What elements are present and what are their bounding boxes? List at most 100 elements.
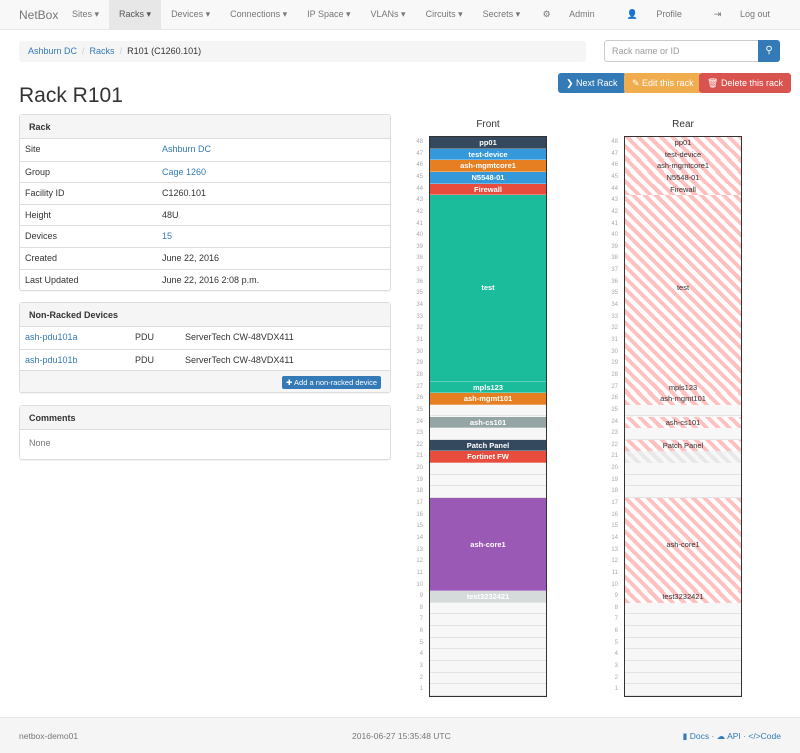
rack-device-rear[interactable]: ash-mgmtcore1: [625, 160, 741, 172]
nav-item-devices[interactable]: Devices ▾: [171, 9, 211, 19]
nav-profile[interactable]: 👤 Profile: [611, 0, 698, 29]
rack-device-rear[interactable]: pp01: [625, 137, 741, 149]
brand-logo[interactable]: NetBox: [19, 8, 59, 22]
nav-log-out[interactable]: ⇥ Log out: [698, 0, 786, 29]
rack-unit-slot[interactable]: [625, 626, 741, 638]
rack-device-front[interactable]: Firewall: [430, 183, 546, 196]
rack-device-rear[interactable]: N5548-01: [625, 171, 741, 184]
search-button[interactable]: ⚲: [758, 40, 780, 62]
rack-device-front[interactable]: mpls123: [430, 381, 546, 394]
nav-admin[interactable]: ⚙ Admin: [527, 0, 611, 29]
unit-number: 46: [611, 162, 618, 169]
device-link[interactable]: ash-pdu101b: [25, 354, 78, 365]
next-rack-button[interactable]: ❯ Next Rack: [558, 73, 626, 93]
rack-unit-slot[interactable]: [430, 673, 546, 685]
rack-unit-slot[interactable]: [430, 463, 546, 475]
rack-unit-slot[interactable]: [430, 649, 546, 662]
comments-body: None: [29, 438, 51, 448]
breadcrumb-site[interactable]: Ashburn DC: [28, 46, 78, 56]
rack-unit-slot[interactable]: [430, 684, 546, 696]
rack-device-rear[interactable]: mpls123: [625, 381, 741, 394]
breadcrumb-racks[interactable]: Racks: [89, 46, 115, 56]
rack-device-rear[interactable]: ash-cs101: [625, 416, 741, 429]
rack-device-rear[interactable]: test3232421: [625, 591, 741, 603]
rack-unit-slot[interactable]: [625, 405, 741, 417]
api-link[interactable]: ☁ API: [717, 731, 741, 741]
unit-number: 10: [416, 581, 423, 588]
rack-unit-slot[interactable]: [625, 475, 741, 487]
delete-rack-button[interactable]: 🗑 Delete this rack: [699, 73, 791, 93]
rack-unit-slot[interactable]: [430, 405, 546, 417]
rack-unit-slot[interactable]: [430, 486, 546, 499]
rack-device-rear[interactable]: ash-core1: [625, 498, 741, 592]
rack-device-front[interactable]: ash-mgmt101: [430, 393, 546, 405]
rack-unit-slot[interactable]: [625, 673, 741, 685]
attr-value[interactable]: Cage 1260: [162, 166, 207, 177]
rack-device-front[interactable]: test3232421: [430, 591, 546, 603]
nav-item-vlans[interactable]: VLANs ▾: [370, 9, 406, 19]
attr-value: C1260.101: [162, 188, 207, 199]
unit-number: 27: [416, 383, 423, 390]
rack-device-front[interactable]: test: [430, 195, 546, 382]
rack-attr-row: Last Updated June 22, 2016 2:08 p.m.: [20, 268, 390, 291]
non-racked-panel: Non-Racked Devices ash-pdu101a PDU ServerT…: [19, 302, 391, 394]
rack-device-rear[interactable]: ash-mgmt101: [625, 393, 741, 405]
rack-device-front[interactable]: test-device: [430, 148, 546, 161]
nav-item-circuits[interactable]: Circuits ▾: [425, 9, 463, 19]
edit-rack-button[interactable]: ✎ Edit this rack: [624, 73, 702, 93]
rack-unit-slot[interactable]: [430, 475, 546, 487]
rack-device-front[interactable]: pp01: [430, 137, 546, 149]
nav-item-racks[interactable]: Racks ▾: [109, 0, 162, 29]
rack-unit-slot[interactable]: [625, 614, 741, 627]
rack-unit-slot[interactable]: [430, 428, 546, 440]
book-icon: ▮: [682, 731, 690, 741]
rack-unit-slot[interactable]: [430, 626, 546, 638]
unit-number: 47: [416, 150, 423, 157]
attr-value[interactable]: Ashburn DC: [162, 144, 212, 154]
rack-device-front[interactable]: ash-core1: [430, 498, 546, 592]
rack-unit-slot[interactable]: [625, 684, 741, 696]
nav-item-secrets[interactable]: Secrets ▾: [482, 9, 521, 19]
unit-number: 22: [416, 441, 423, 448]
rack-device-front[interactable]: Patch Panel: [430, 439, 546, 452]
device-link[interactable]: ash-pdu101a: [25, 332, 78, 342]
docs-link[interactable]: ▮ Docs: [683, 731, 709, 741]
rack-device-rear[interactable]: Firewall: [625, 183, 741, 196]
rack-unit-slot[interactable]: [625, 649, 741, 662]
comments-heading: Comments: [20, 406, 390, 430]
logout-icon: ⇥: [713, 9, 724, 19]
rack-unit-slot[interactable]: [625, 486, 741, 499]
rack-unit-slot[interactable]: [625, 661, 741, 673]
rack-unit-slot[interactable]: [430, 614, 546, 627]
nav-item-ip-space[interactable]: IP Space ▾: [307, 9, 351, 19]
rack-device-front[interactable]: N5548-01: [430, 171, 546, 184]
add-non-racked-device-button[interactable]: ✚ Add a non-racked device: [282, 376, 381, 390]
attr-label: Group: [25, 166, 51, 177]
rack-device-front[interactable]: ash-cs101: [430, 416, 546, 429]
unit-number: 9: [614, 593, 618, 600]
rack-device-rear[interactable]: Patch Panel: [625, 439, 741, 452]
unit-number: 45: [611, 173, 618, 180]
attr-value[interactable]: 15: [162, 231, 173, 242]
rack-unit-slot[interactable]: [625, 603, 741, 615]
nav-item-sites[interactable]: Sites ▾: [72, 9, 100, 19]
unit-number: 43: [416, 197, 423, 204]
rack-unit-slot[interactable]: [430, 661, 546, 673]
rack-device-rear[interactable]: test: [625, 195, 741, 382]
rack-device-front[interactable]: Fortinet FW: [430, 451, 546, 464]
unit-number: 6: [419, 628, 423, 635]
rack-device-front[interactable]: ash-mgmtcore1: [430, 160, 546, 172]
nav-item-connections[interactable]: Connections ▾: [230, 9, 288, 19]
rack-unit-slot[interactable]: [625, 428, 741, 440]
rack-panel: Rack Site Ashburn DC Group Cage 1260 Facilit…: [19, 114, 391, 292]
unit-number: 2: [614, 674, 618, 681]
rack-unit-slot[interactable]: [430, 638, 546, 650]
rack-unit-slot[interactable]: [625, 638, 741, 650]
rack-unit-slot[interactable]: [430, 603, 546, 615]
unit-number: 10: [611, 581, 618, 588]
rack-device-rear[interactable]: test-device: [625, 148, 741, 161]
rack-search-input[interactable]: [604, 40, 759, 62]
code-link[interactable]: </>Code: [748, 731, 781, 741]
rack-unit-slot[interactable]: [625, 463, 741, 475]
unit-number: 1: [419, 686, 423, 693]
